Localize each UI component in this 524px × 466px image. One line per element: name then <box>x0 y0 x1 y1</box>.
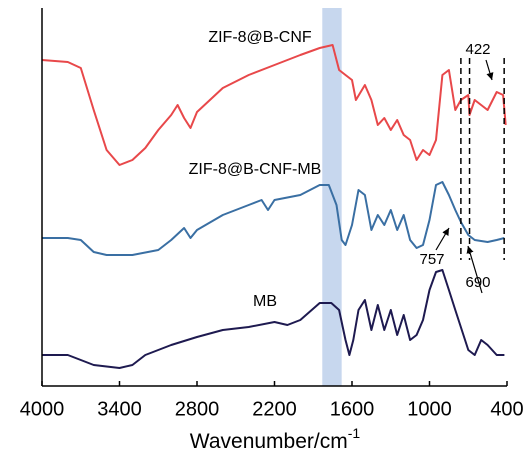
peak-label: 757 <box>419 251 444 268</box>
spectrum-line <box>41 44 507 166</box>
x-tick-label: 2800 <box>175 398 220 420</box>
x-tick-label: 1600 <box>330 398 375 420</box>
series-label: MB <box>253 293 277 310</box>
x-axis-label-text: Wavenumber/cm <box>190 430 348 453</box>
peak-label: 690 <box>465 274 490 291</box>
x-tick-label: 400 <box>490 398 523 420</box>
peak-label: 422 <box>465 41 490 58</box>
x-tick-label: 4000 <box>20 398 65 420</box>
highlight-band <box>322 8 342 386</box>
x-tick-label: 2200 <box>252 398 297 420</box>
peak-arrow <box>466 245 483 294</box>
x-tick-label: 1000 <box>407 398 452 420</box>
x-tick-label: 3400 <box>97 398 142 420</box>
x-axis-label-sup: -1 <box>348 425 361 441</box>
series-label: ZIF-8@B-CNF-MB <box>189 161 322 178</box>
x-axis-label: Wavenumber/cm-1 <box>190 425 361 453</box>
series-label: ZIF-8@B-CNF <box>208 29 312 46</box>
spectrum-line <box>42 269 505 369</box>
peak-arrow <box>485 59 494 81</box>
peak-arrow <box>435 227 450 251</box>
spectrum-line <box>42 181 505 256</box>
